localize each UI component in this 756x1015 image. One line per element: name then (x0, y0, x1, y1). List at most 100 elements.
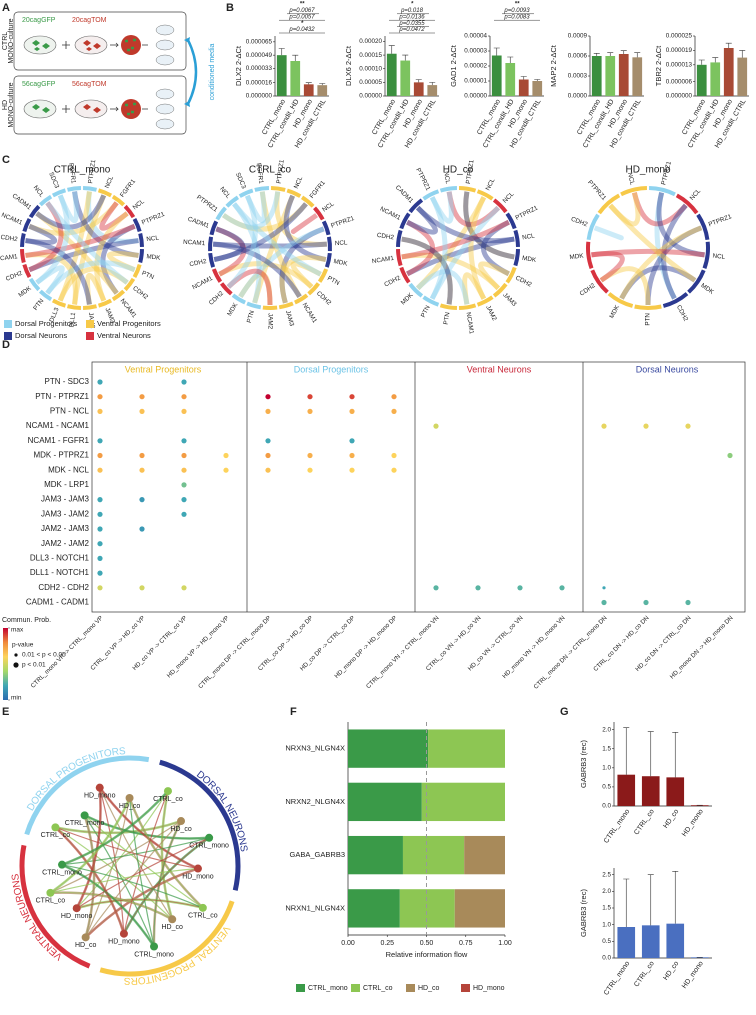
bar (723, 48, 734, 96)
chord-sector (82, 304, 97, 310)
significance: ** (515, 2, 520, 8)
y-tick-label: 0.00010 (359, 65, 382, 72)
chord-sector (254, 186, 270, 192)
chord-label: NCL (712, 253, 726, 262)
y-tick-label: 0.00000 (464, 93, 487, 100)
chord-ribbon (85, 272, 107, 305)
chord-label: PTN (141, 270, 156, 281)
chord-ribbon (608, 203, 697, 283)
bar (505, 63, 516, 96)
well (155, 88, 175, 100)
chord-ribbon (35, 265, 65, 295)
y-tick-label: 0.5 (602, 938, 611, 945)
edge (54, 826, 126, 935)
dot (97, 570, 103, 576)
dish (23, 35, 57, 55)
bar (617, 774, 636, 806)
chord-sector (505, 266, 517, 284)
chord-sector (324, 252, 332, 268)
x-tick-label: 0.25 (380, 940, 394, 947)
dot (97, 511, 103, 517)
chord-title: HD_co (443, 165, 474, 176)
chord-sector (67, 186, 82, 192)
edge (84, 814, 204, 909)
chord-label: CDH2 (315, 290, 333, 307)
chord-label: FGFR1 (308, 179, 327, 200)
chord-ribbon (478, 261, 510, 291)
dot (97, 394, 103, 400)
chord-ribbon (415, 205, 515, 244)
bar (591, 56, 602, 96)
chord-ribbon (661, 203, 688, 300)
chord-label: JAM3 (501, 292, 518, 309)
chord-sector (51, 298, 67, 308)
chord-label: FGFR1 (255, 163, 265, 185)
y-axis-label: DLX2 2-ΔCt (234, 45, 243, 86)
well (155, 54, 175, 66)
x-tick-label: CTRL_co (633, 808, 656, 836)
bar (303, 84, 314, 96)
chord-sector (111, 194, 126, 207)
y-tick-label: 0.0 (602, 803, 611, 810)
chord-sector (132, 217, 142, 233)
node-label: CTRL_co (41, 832, 71, 839)
chord-sector (38, 194, 53, 207)
y-axis-label: GABRB3 (rec) (579, 889, 588, 937)
dot (601, 423, 607, 429)
panel-label: C (2, 154, 10, 166)
dot (181, 379, 187, 385)
bar (710, 62, 721, 96)
chord-label: CADM1 (394, 184, 415, 205)
bar (696, 64, 707, 96)
legend-label: HD_mono (473, 985, 505, 992)
error-bar (319, 83, 326, 86)
chord-sector (620, 186, 648, 197)
chord-label: PTPRZ1 (330, 215, 356, 230)
chord-label: NCAM1 (0, 253, 19, 263)
chord-ribbon (591, 251, 625, 283)
chord-sector (607, 292, 634, 308)
chord-ribbon (608, 192, 641, 227)
chord-label: NCL (218, 186, 232, 201)
chord-ribbon (94, 211, 129, 302)
chord-label: PTPRZ1 (586, 179, 608, 202)
chord-label: NCL (689, 187, 703, 201)
chord-sector (675, 193, 699, 215)
dot (181, 497, 187, 503)
edge (123, 837, 210, 934)
chord-label: MDK (522, 255, 538, 264)
chord-sector (648, 186, 676, 197)
panel-label: B (226, 2, 234, 14)
chord-label: NCL (104, 175, 115, 190)
group-arc (99, 900, 235, 977)
dot (139, 526, 145, 532)
dot (97, 555, 103, 562)
error-bar (415, 79, 422, 83)
pvalue-title: p-value (12, 642, 34, 649)
dot (685, 599, 691, 606)
dot (475, 585, 481, 591)
dot (349, 452, 355, 459)
node-label: CTRL_co (153, 796, 183, 803)
dot (265, 394, 271, 400)
chord-sector (408, 198, 424, 214)
chord-ribbon (238, 226, 325, 299)
node (150, 942, 159, 951)
chord-ribbon (28, 238, 139, 273)
bar-segment (348, 889, 400, 928)
bar-segment (464, 835, 505, 875)
dot (349, 438, 355, 444)
node-label: CTRL_mono (42, 870, 82, 877)
media-arrow (186, 39, 198, 105)
significance: p=0.0355 (398, 21, 425, 27)
chord-sector (326, 236, 332, 252)
error-bar (593, 53, 600, 56)
chord-ribbon (215, 226, 247, 277)
chord-ribbon (279, 255, 327, 304)
chord-label: NCL (442, 171, 451, 185)
panel-label: D (2, 339, 10, 351)
y-tick-label: 0.00002 (464, 63, 487, 70)
chord-label: NCAM1 (0, 212, 24, 227)
error-bar (634, 52, 641, 58)
